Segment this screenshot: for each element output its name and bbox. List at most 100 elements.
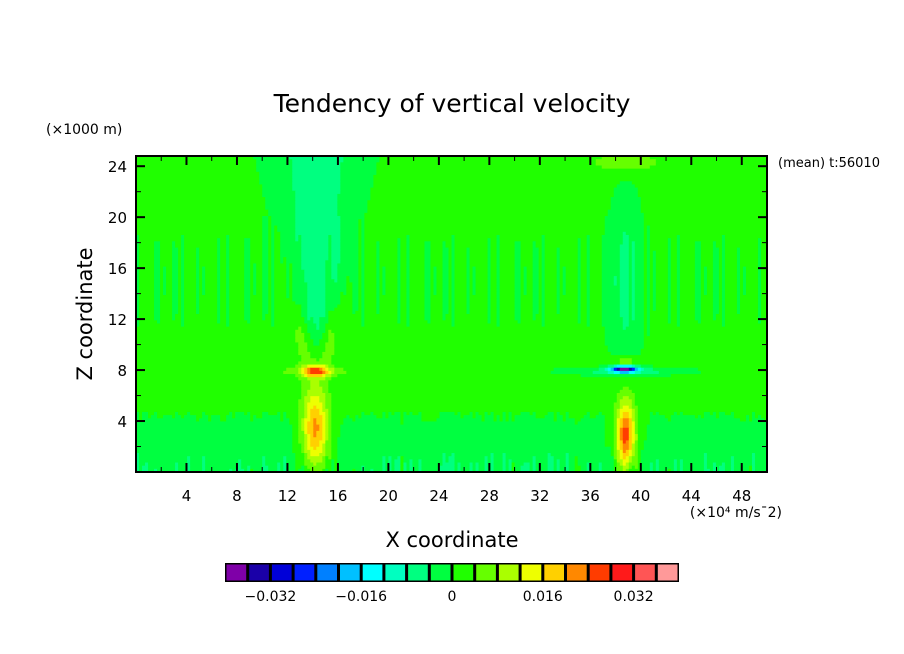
contour-cell xyxy=(655,462,660,467)
contour-cell xyxy=(226,285,230,290)
contour-cell xyxy=(589,266,603,271)
contour-cell xyxy=(745,418,750,423)
contour-cell xyxy=(589,263,603,268)
contour-cell xyxy=(220,320,227,325)
contour-cell xyxy=(457,462,462,467)
contour-cell xyxy=(262,415,281,419)
contour-cell xyxy=(301,358,317,362)
contour-cell xyxy=(667,298,672,302)
contour-cell xyxy=(490,244,498,249)
contour-cell xyxy=(136,323,140,328)
contour-cell xyxy=(580,266,588,271)
contour-cell xyxy=(511,415,516,419)
contour-cell xyxy=(565,453,570,457)
contour-cell xyxy=(505,418,510,423)
contour-cell xyxy=(643,446,768,451)
contour-cell xyxy=(574,421,579,426)
contour-cell xyxy=(220,291,227,296)
contour-cell xyxy=(301,250,329,255)
contour-cell xyxy=(628,437,633,441)
contour-cell xyxy=(136,345,299,350)
contour-cell xyxy=(256,285,263,290)
contour-cell xyxy=(490,279,498,283)
contour-cell xyxy=(304,370,308,375)
contour-cell xyxy=(403,421,576,426)
contour-cell xyxy=(601,320,624,325)
contour-cell xyxy=(577,320,582,325)
contour-cell xyxy=(679,288,696,293)
contour-cell xyxy=(628,468,642,473)
contour-cell xyxy=(538,247,543,252)
contour-cell xyxy=(301,421,305,426)
contour-cell xyxy=(286,456,296,460)
contour-cell xyxy=(541,272,546,277)
annotation: (mean) t:56010 xyxy=(778,156,880,171)
contour-cell xyxy=(616,443,621,448)
contour-cell xyxy=(409,304,426,309)
contour-cell xyxy=(181,269,185,274)
contour-cell xyxy=(538,285,543,290)
contour-cell xyxy=(400,317,408,321)
contour-cell xyxy=(670,238,678,242)
contour-cell xyxy=(325,456,329,460)
contour-cell xyxy=(283,411,287,416)
contour-cell xyxy=(385,266,399,271)
contour-cell xyxy=(586,285,591,290)
contour-cell xyxy=(580,272,588,277)
contour-cell xyxy=(250,244,263,249)
contour-cell xyxy=(181,282,185,287)
contour-cell xyxy=(184,291,197,296)
contour-cell xyxy=(532,247,540,252)
contour-cell xyxy=(385,411,389,416)
contour-cell xyxy=(658,462,675,467)
contour-cell xyxy=(262,184,293,189)
contour-cell xyxy=(244,282,251,287)
contour-cell xyxy=(601,285,621,290)
contour-cell xyxy=(541,269,546,274)
contour-cell xyxy=(529,411,534,416)
contour-cell xyxy=(457,411,462,416)
contour-cell xyxy=(331,253,341,258)
contour-cell xyxy=(154,241,161,246)
contour-cell xyxy=(181,253,185,258)
contour-cell xyxy=(136,339,296,344)
contour-cell xyxy=(451,285,456,290)
contour-cell xyxy=(178,462,188,467)
contour-cell xyxy=(382,276,386,280)
contour-cell xyxy=(280,465,284,470)
contour-cell xyxy=(445,459,450,464)
contour-cell xyxy=(634,408,639,413)
contour-cell xyxy=(262,291,269,296)
contour-cell xyxy=(631,443,636,448)
contour-cell xyxy=(505,453,549,457)
contour-cell xyxy=(340,250,359,255)
contour-cell xyxy=(424,295,432,299)
contour-cell xyxy=(376,171,768,176)
contour-cell xyxy=(430,279,435,283)
contour-cell xyxy=(358,291,362,296)
contour-cell xyxy=(628,238,645,242)
contour-cell xyxy=(181,288,185,293)
contour-cell xyxy=(433,291,438,296)
contour-cell xyxy=(406,282,411,287)
contour-cell xyxy=(271,222,296,227)
contour-cell xyxy=(268,276,272,280)
contour-cell xyxy=(229,276,245,280)
contour-cell xyxy=(229,244,245,249)
contour-cell xyxy=(271,235,275,239)
contour-cell xyxy=(679,238,723,242)
contour-cell xyxy=(181,247,185,252)
contour-cell xyxy=(469,307,489,312)
contour-cell xyxy=(136,377,299,381)
contour-cell xyxy=(652,269,657,274)
contour-cell xyxy=(703,272,708,277)
contour-cell xyxy=(253,266,257,271)
contour-cell xyxy=(274,288,287,293)
contour-cell xyxy=(619,247,630,252)
contour-cell xyxy=(397,298,402,302)
contour-cell xyxy=(454,459,486,464)
contour-cell xyxy=(337,269,359,274)
contour-cell xyxy=(181,279,185,283)
contour-cell xyxy=(490,282,498,287)
colorbar-swatch xyxy=(408,564,428,581)
